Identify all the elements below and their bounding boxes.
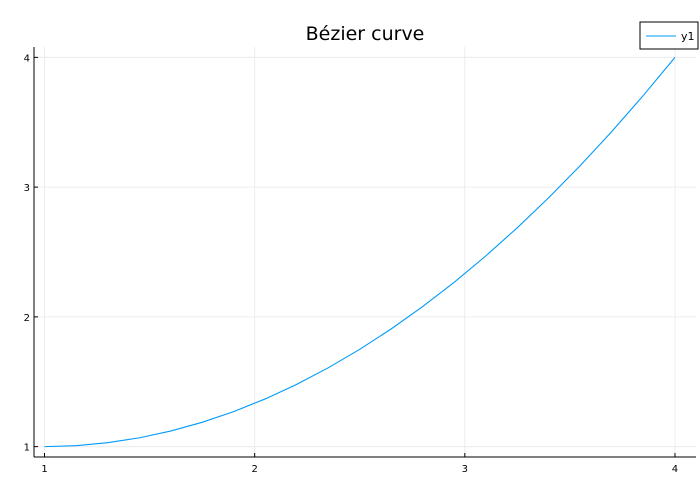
y-tick-label: 1 xyxy=(24,443,30,454)
legend: y1 xyxy=(639,21,699,50)
x-tick-label: 4 xyxy=(672,464,678,475)
x-tick-label: 3 xyxy=(462,464,468,475)
grid xyxy=(34,47,696,457)
x-tick-label: 2 xyxy=(251,464,257,475)
tick-labels: 1 2 3 4 1 2 3 4 xyxy=(24,53,679,475)
plot-area xyxy=(44,57,676,448)
axes xyxy=(33,47,696,458)
x-tick-label: 1 xyxy=(41,464,47,475)
y-tick-label: 4 xyxy=(24,53,30,64)
y-tick-label: 2 xyxy=(24,313,30,324)
series-line-y1 xyxy=(44,57,676,448)
y-tick-label: 3 xyxy=(24,183,30,194)
chart-title: Bézier curve xyxy=(306,23,425,45)
legend-label: y1 xyxy=(681,30,695,43)
